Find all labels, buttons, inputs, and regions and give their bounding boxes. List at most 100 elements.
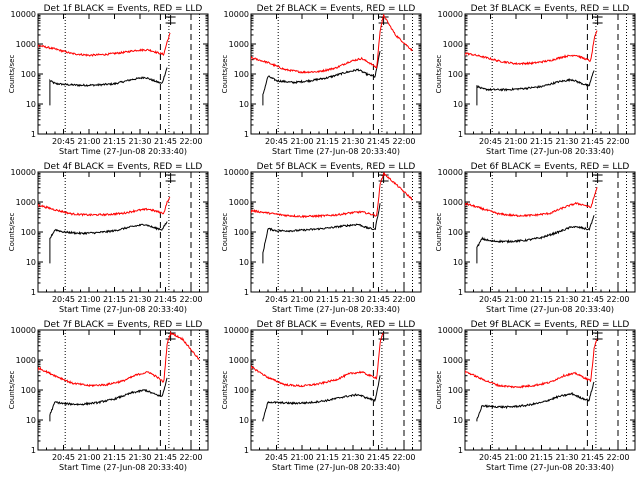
x-tick-label: 20:45 [52,137,75,146]
plot-frame [37,13,209,135]
x-tick-label: 22:00 [392,453,415,462]
plot-frame [464,13,636,135]
panel-title: Det 2f BLACK = Events, RED = LLD [257,4,416,14]
x-tick-label: 22:00 [392,137,415,146]
x-tick-label: 20:45 [265,137,288,146]
x-tick-label: 21:45 [367,453,390,462]
panel-title: Det 5f BLACK = Events, RED = LLD [257,162,416,172]
x-tick-label: 21:30 [128,295,151,304]
lld-series-line [465,187,598,218]
x-tick-label: 20:45 [479,453,502,462]
x-tick-label: 21:00 [77,295,100,304]
plot-frame [464,171,636,293]
y-tick-label: 10 [239,416,249,425]
events-series-line [262,50,381,106]
x-tick-label: 21:15 [530,295,553,304]
y-tick-label: 1 [244,446,249,455]
y-axis-label: Counts/sec [435,55,443,94]
y-tick-label: 1000 [443,40,463,49]
y-tick-label: 1000 [229,40,249,49]
y-tick-label: 10000 [438,10,463,19]
y-axis-label: Counts/sec [8,55,16,94]
detector-panel-1: Det 1f BLACK = Events, RED = LLD 1 10 100 10… [8,4,209,156]
x-tick-label: 21:45 [154,295,177,304]
y-tick-label: 10000 [224,10,249,19]
x-tick-label: 21:30 [341,137,364,146]
x-tick-label: 21:15 [316,137,339,146]
x-tick-label: 21:00 [504,453,527,462]
y-axis-label: Counts/sec [221,55,229,94]
events-series-line [262,375,381,422]
x-axis-label: Start Time (27-Jun-08 20:33:40) [486,147,614,156]
panel-title: Det 7f BLACK = Events, RED = LLD [44,320,203,330]
panel-title: Det 4f BLACK = Events, RED = LLD [44,162,203,172]
x-tick-label: 21:15 [103,295,126,304]
y-tick-label: 1 [244,288,249,297]
x-tick-label: 20:45 [52,453,75,462]
x-tick-label: 21:45 [367,137,390,146]
events-series-line [476,215,595,264]
y-tick-label: 100 [448,386,463,395]
x-tick-label: 22:00 [606,137,629,146]
x-tick-label: 21:45 [581,137,604,146]
x-tick-label: 22:00 [179,137,202,146]
x-tick-label: 21:30 [555,137,578,146]
panel-title: Det 6f BLACK = Events, RED = LLD [471,162,630,172]
events-series-line [476,70,595,106]
detector-panel-7: Det 7f BLACK = Events, RED = LLD 1 10 100 10… [8,320,209,472]
y-tick-label: 1000 [229,198,249,207]
detector-panel-6: Det 6f BLACK = Events, RED = LLD 1 10 100 10… [435,162,636,314]
y-axis-label: Counts/sec [435,213,443,252]
y-tick-label: 100 [234,228,249,237]
y-tick-label: 1000 [443,356,463,365]
y-axis-label: Counts/sec [435,371,443,410]
x-tick-label: 21:30 [128,453,151,462]
y-tick-label: 10000 [11,168,36,177]
detector-panel-5: Det 5f BLACK = Events, RED = LLD 1 10 100 10… [221,162,422,314]
x-tick-label: 20:45 [265,453,288,462]
y-tick-label: 1000 [16,198,36,207]
x-tick-label: 22:00 [179,453,202,462]
y-tick-label: 1 [244,130,249,139]
x-tick-label: 20:45 [479,295,502,304]
y-axis-label: Counts/sec [221,213,229,252]
x-tick-label: 21:00 [77,453,100,462]
events-series-line [262,203,381,264]
x-tick-label: 21:15 [103,453,126,462]
y-axis-label: Counts/sec [221,371,229,410]
lld-series-line [251,172,413,219]
x-tick-label: 20:45 [479,137,502,146]
panel-title: Det 9f BLACK = Events, RED = LLD [471,320,630,330]
x-tick-label: 21:30 [555,295,578,304]
x-tick-label: 22:00 [179,295,202,304]
x-tick-label: 21:45 [367,295,390,304]
y-tick-label: 10 [453,416,463,425]
detector-panel-4: Det 4f BLACK = Events, RED = LLD 1 10 100 10… [8,162,209,314]
y-tick-label: 1 [458,288,463,297]
y-tick-label: 10 [26,258,36,267]
x-axis-label: Start Time (27-Jun-08 20:33:40) [486,463,614,472]
y-tick-label: 10 [26,100,36,109]
x-tick-label: 21:45 [154,137,177,146]
y-tick-label: 10000 [11,10,36,19]
y-tick-label: 10000 [224,168,249,177]
x-axis-label: Start Time (27-Jun-08 20:33:40) [59,305,187,314]
x-axis-label: Start Time (27-Jun-08 20:33:40) [486,305,614,314]
y-tick-label: 1 [31,130,36,139]
events-series-line [49,377,168,422]
lld-series-line [38,32,171,57]
plot-frame [464,329,636,451]
y-tick-label: 100 [234,70,249,79]
y-tick-label: 1 [31,288,36,297]
y-axis-label: Counts/sec [8,213,16,252]
detector-panel-3: Det 3f BLACK = Events, RED = LLD 1 10 100 10… [435,4,636,156]
y-tick-label: 10000 [11,326,36,335]
events-series-line [476,381,595,422]
y-tick-label: 1 [31,446,36,455]
y-tick-label: 1 [458,446,463,455]
lld-series-line [38,196,171,217]
x-tick-label: 22:00 [392,295,415,304]
x-tick-label: 20:45 [265,295,288,304]
x-tick-label: 21:45 [581,295,604,304]
